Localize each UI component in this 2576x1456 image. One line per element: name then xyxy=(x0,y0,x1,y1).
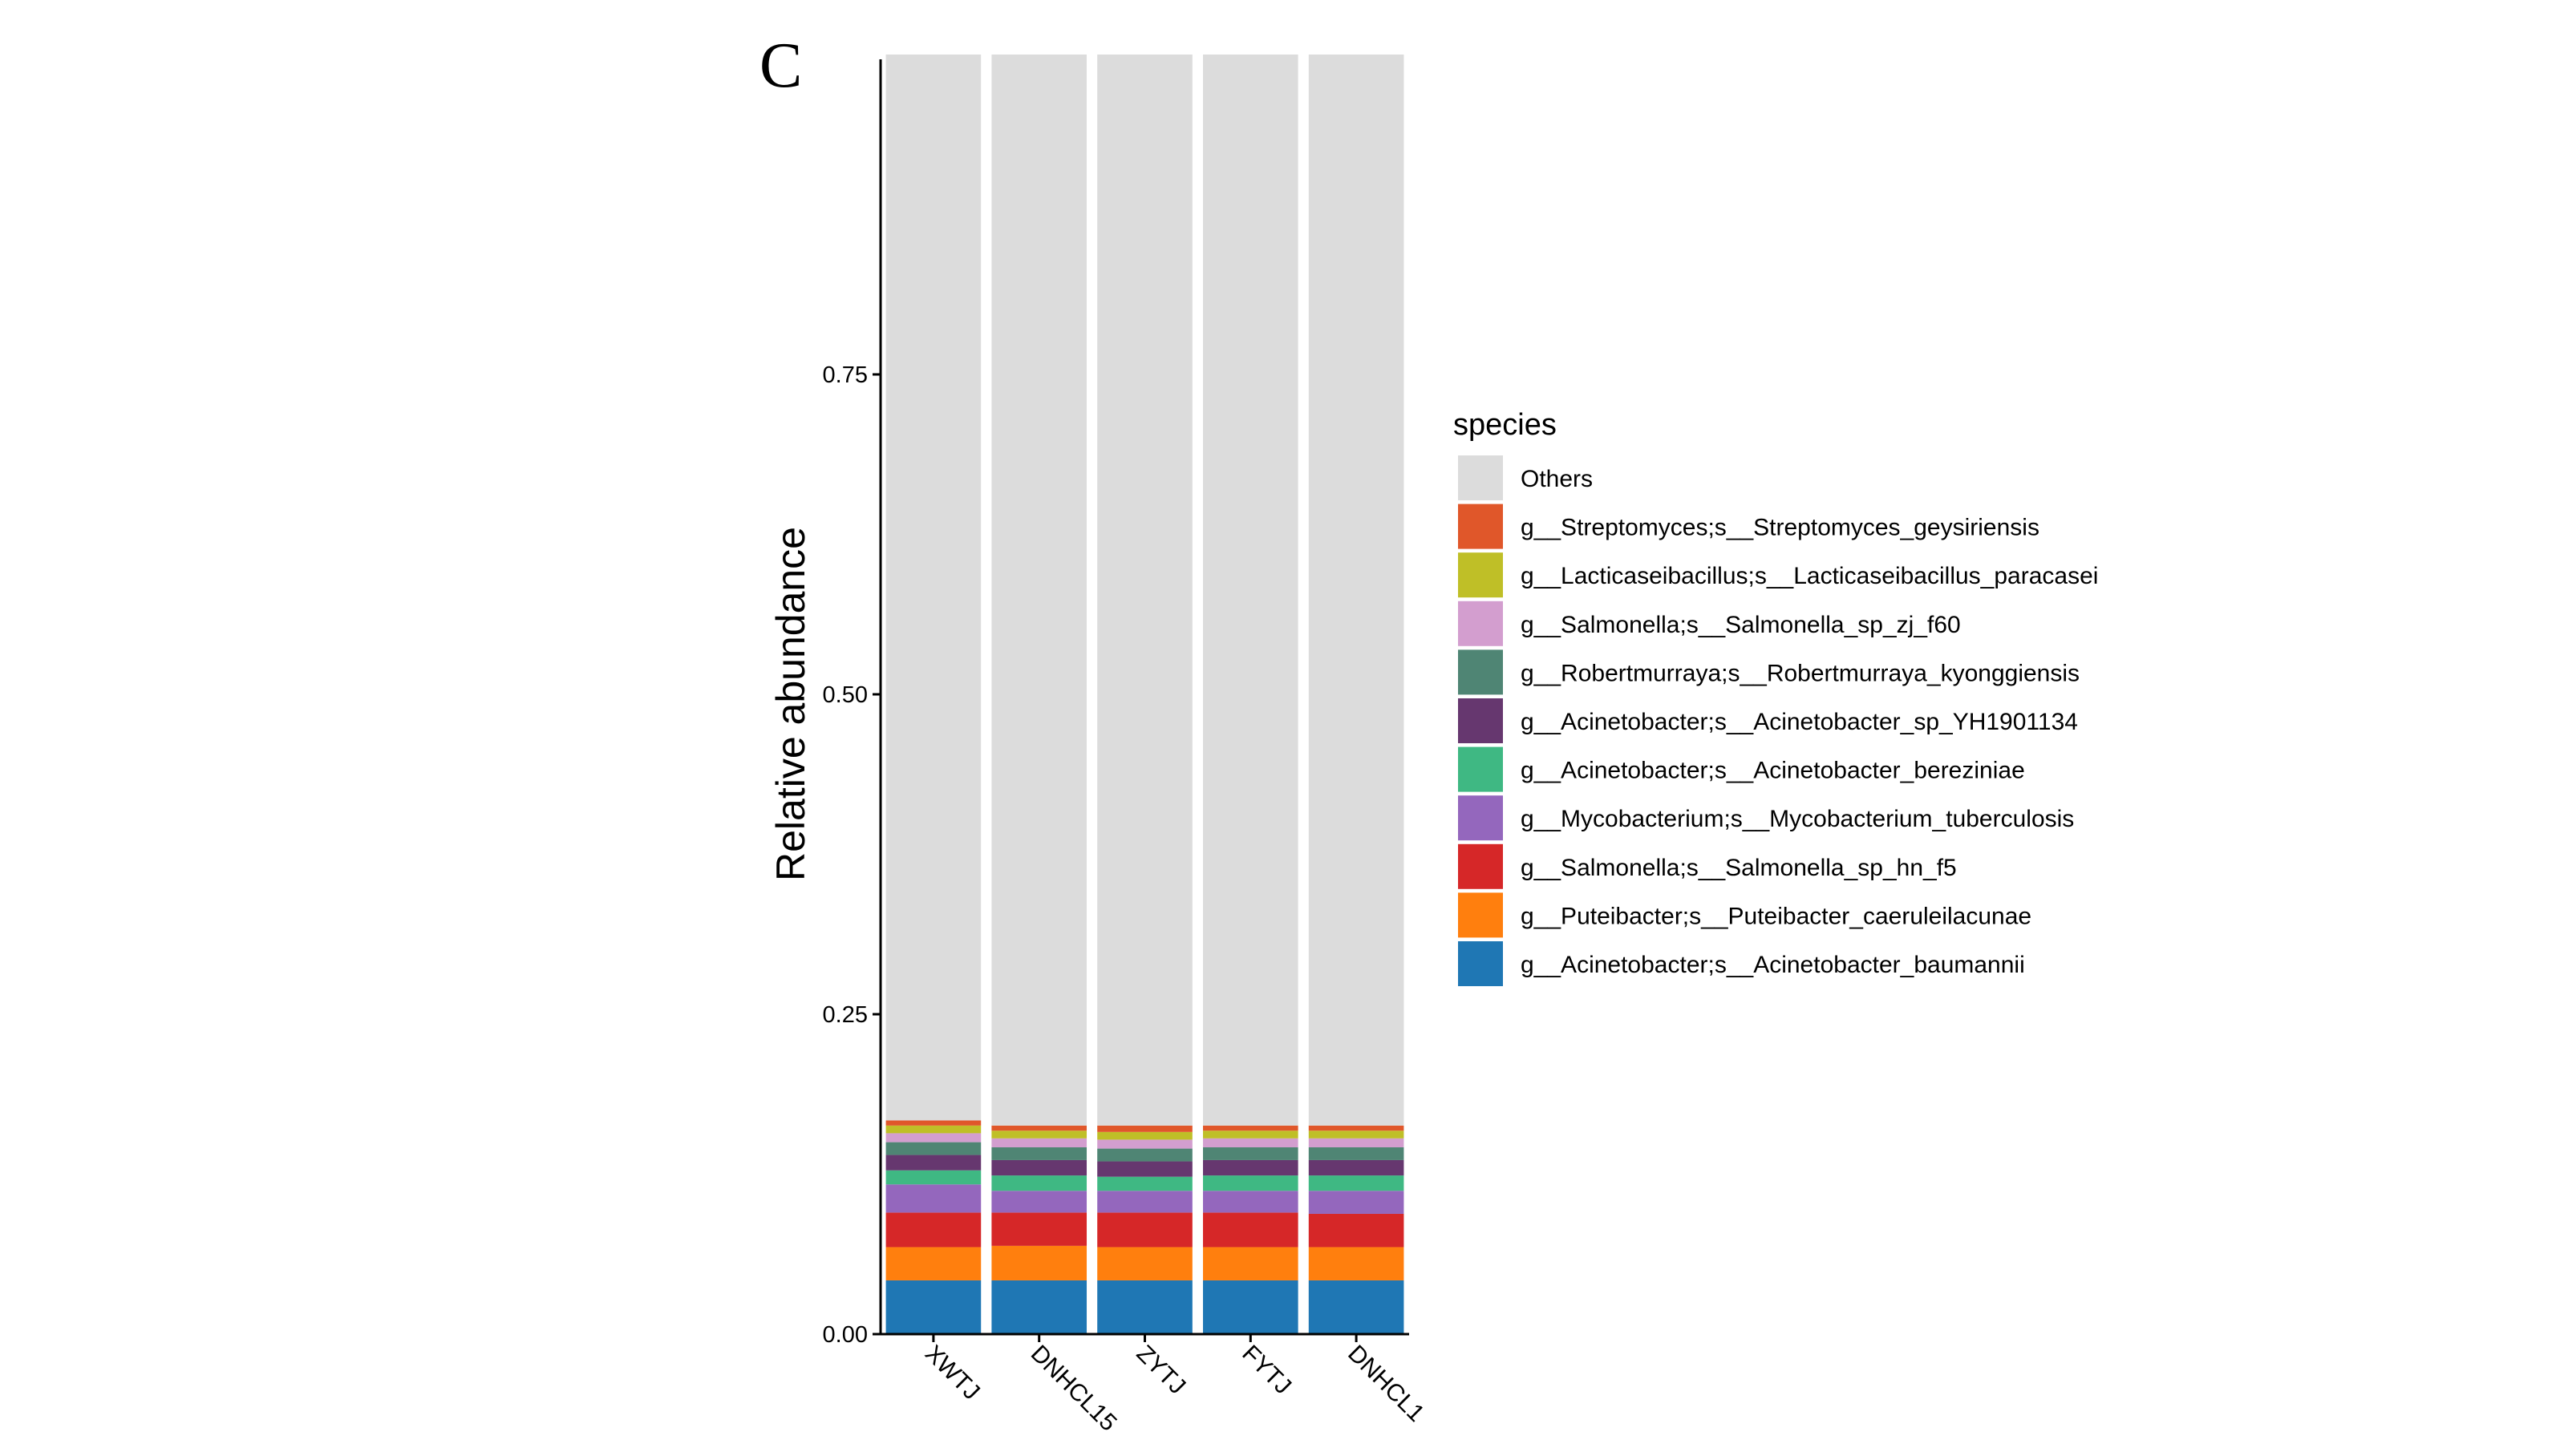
bar-segment-dnhcl1-0 xyxy=(1308,1280,1404,1334)
bar-segment-zytj-6 xyxy=(1097,1148,1193,1162)
legend-label: g__Lacticaseibacillus;s__Lacticaseibacil… xyxy=(1521,563,2098,589)
legend-key xyxy=(1458,649,1503,695)
bar-segment-xwtj-9 xyxy=(885,1120,982,1126)
legend-key xyxy=(1458,843,1503,889)
bar-segment-fytj-0 xyxy=(1202,1280,1298,1334)
bar-segment-fytj-5 xyxy=(1202,1159,1298,1176)
legend-title: species xyxy=(1453,408,1557,442)
bar-segment-zytj-5 xyxy=(1097,1161,1193,1177)
bar-segment-dnhcl1-4 xyxy=(1308,1175,1404,1191)
legend-label: g__Robertmurraya;s__Robertmurraya_kyongg… xyxy=(1521,660,2080,686)
legend-key xyxy=(1458,698,1503,743)
y-tick-label: 0.50 xyxy=(823,682,868,708)
bar-segment-dnhcl1-6 xyxy=(1308,1147,1404,1160)
x-tick-label: DNHCL1 xyxy=(1343,1341,1429,1427)
legend-key xyxy=(1458,941,1503,986)
bar-segment-xwtj-3 xyxy=(885,1184,982,1213)
legend-label: g__Mycobacterium;s__Mycobacterium_tuberc… xyxy=(1521,806,2074,832)
bar-segment-zytj-4 xyxy=(1097,1176,1193,1191)
x-tick-label: FYTJ xyxy=(1237,1341,1296,1400)
bar-segment-dnhcl15-5 xyxy=(991,1159,1088,1176)
bar-segment-fytj-8 xyxy=(1202,1130,1298,1139)
bar-segment-xwtj-8 xyxy=(885,1125,982,1134)
bar-segment-dnhcl15-9 xyxy=(991,1125,1088,1131)
bar-segment-xwtj-4 xyxy=(885,1170,982,1185)
bar-segment-dnhcl1-1 xyxy=(1308,1247,1404,1280)
x-tick-label: DNHCL15 xyxy=(1026,1341,1122,1437)
bars-layer xyxy=(885,55,1404,1334)
bar-segment-fytj-10 xyxy=(1202,55,1298,1126)
bar-segment-dnhcl15-7 xyxy=(991,1138,1088,1147)
bar-segment-dnhcl15-4 xyxy=(991,1175,1088,1191)
bar-segment-zytj-2 xyxy=(1097,1212,1193,1248)
bar-segment-zytj-10 xyxy=(1097,55,1193,1126)
bar-segment-zytj-9 xyxy=(1097,1125,1193,1132)
legend-key xyxy=(1458,746,1503,792)
legend-key xyxy=(1458,601,1503,646)
legend-label: g__Puteibacter;s__Puteibacter_caeruleila… xyxy=(1521,903,2031,929)
bar-segment-dnhcl15-6 xyxy=(991,1147,1088,1160)
bar-segment-dnhcl1-3 xyxy=(1308,1191,1404,1214)
bar-segment-dnhcl15-0 xyxy=(991,1280,1088,1334)
bar-segment-dnhcl15-2 xyxy=(991,1212,1088,1246)
legend-key xyxy=(1458,795,1503,841)
bar-segment-dnhcl15-1 xyxy=(991,1245,1088,1280)
bar-segment-xwtj-5 xyxy=(885,1155,982,1171)
bar-segment-xwtj-7 xyxy=(885,1133,982,1143)
bar-segment-fytj-9 xyxy=(1202,1125,1298,1131)
bar-segment-dnhcl1-8 xyxy=(1308,1130,1404,1139)
bar-segment-fytj-6 xyxy=(1202,1147,1298,1160)
legend-key xyxy=(1458,504,1503,549)
bar-segment-xwtj-2 xyxy=(885,1212,982,1248)
y-axis-label: Relative abundance xyxy=(768,527,813,881)
bar-segment-zytj-3 xyxy=(1097,1191,1193,1213)
bar-segment-fytj-3 xyxy=(1202,1191,1298,1213)
legend-label: g__Acinetobacter;s__Acinetobacter_bauman… xyxy=(1521,952,2025,978)
legend-key xyxy=(1458,892,1503,938)
legend-label: g__Salmonella;s__Salmonella_sp_zj_f60 xyxy=(1521,612,1961,638)
bar-segment-zytj-1 xyxy=(1097,1247,1193,1280)
legend: species Others g__Streptomyces;s__Strepto… xyxy=(1453,408,2098,986)
bar-segment-fytj-7 xyxy=(1202,1138,1298,1147)
bar-segment-dnhcl15-8 xyxy=(991,1130,1088,1139)
bar-segment-xwtj-10 xyxy=(885,55,982,1121)
bar-segment-dnhcl1-7 xyxy=(1308,1138,1404,1147)
bar-segment-zytj-8 xyxy=(1097,1131,1193,1140)
panel-label: C xyxy=(759,30,802,101)
bar-segment-dnhcl1-10 xyxy=(1308,55,1404,1126)
legend-label: g__Streptomyces;s__Streptomyces_geysirie… xyxy=(1521,515,2039,541)
legend-key xyxy=(1458,455,1503,500)
y-tick-label: 0.75 xyxy=(823,362,868,388)
bar-segment-fytj-4 xyxy=(1202,1175,1298,1191)
bar-segment-xwtj-6 xyxy=(885,1142,982,1155)
bar-segment-dnhcl1-5 xyxy=(1308,1159,1404,1176)
legend-label: g__Acinetobacter;s__Acinetobacter_berezi… xyxy=(1521,758,2025,784)
bar-segment-fytj-2 xyxy=(1202,1212,1298,1248)
bar-segment-xwtj-0 xyxy=(885,1280,982,1334)
legend-label: g__Salmonella;s__Salmonella_sp_hn_f5 xyxy=(1521,855,1957,881)
y-tick-label: 0.00 xyxy=(823,1322,868,1348)
bar-segment-dnhcl15-10 xyxy=(991,55,1088,1126)
bar-segment-dnhcl15-3 xyxy=(991,1191,1088,1213)
bar-segment-fytj-1 xyxy=(1202,1247,1298,1280)
y-tick-label: 0.25 xyxy=(823,1002,868,1028)
legend-label: g__Acinetobacter;s__Acinetobacter_sp_YH1… xyxy=(1521,709,2078,735)
bar-segment-zytj-0 xyxy=(1097,1280,1193,1334)
bar-segment-dnhcl1-9 xyxy=(1308,1125,1404,1131)
x-tick-label: ZYTJ xyxy=(1132,1341,1191,1400)
legend-label: Others xyxy=(1521,466,1593,492)
bar-segment-dnhcl1-2 xyxy=(1308,1213,1404,1248)
bar-segment-xwtj-1 xyxy=(885,1247,982,1280)
bar-segment-zytj-7 xyxy=(1097,1139,1193,1149)
legend-key xyxy=(1458,552,1503,598)
x-tick-label: XWTJ xyxy=(920,1341,985,1405)
